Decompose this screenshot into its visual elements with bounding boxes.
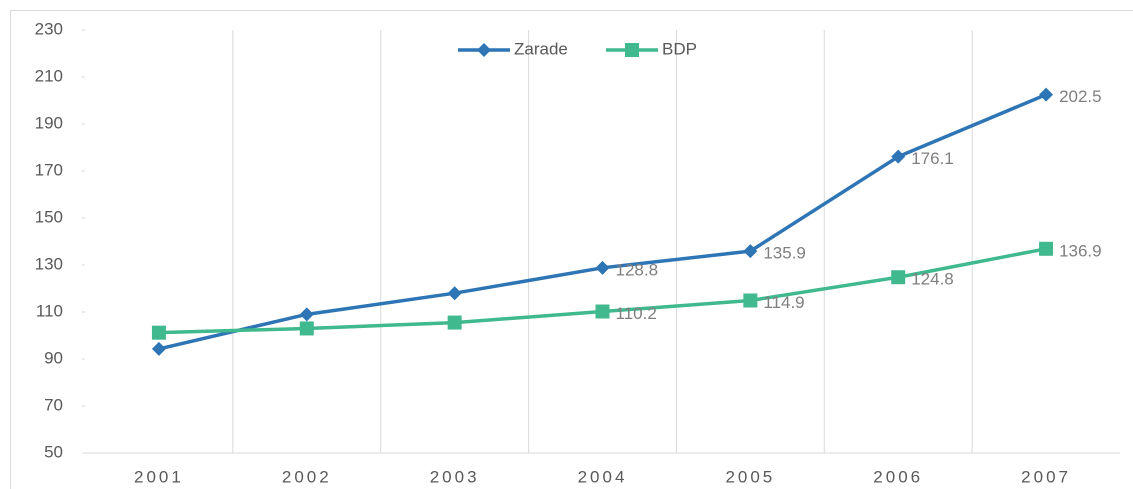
x-tick-label: 2007 — [1021, 467, 1071, 486]
marker — [595, 304, 610, 319]
y-tick-label: 150 — [35, 207, 63, 226]
data-label: 135.9 — [763, 244, 806, 263]
y-tick-label: 110 — [36, 301, 63, 320]
marker — [891, 270, 906, 285]
data-label: 136.9 — [1059, 241, 1102, 260]
data-label: 110.2 — [616, 304, 657, 323]
marker — [743, 293, 758, 308]
data-label: 114.9 — [763, 293, 804, 312]
y-tick-label: 90 — [44, 348, 63, 367]
y-tick-label: 170 — [35, 160, 63, 179]
marker — [595, 260, 610, 275]
chart-border — [10, 10, 1133, 489]
marker — [1039, 241, 1054, 256]
marker — [151, 325, 166, 340]
y-tick-label: 230 — [35, 19, 63, 38]
data-label: 176.1 — [911, 149, 954, 168]
marker — [891, 149, 906, 164]
marker — [151, 341, 166, 356]
x-tick-label: 2006 — [873, 467, 923, 486]
y-tick-label: 190 — [35, 113, 63, 132]
y-tick-label: 130 — [35, 254, 63, 273]
data-label: 128.8 — [616, 260, 659, 279]
marker — [447, 315, 462, 330]
data-label: 124.8 — [911, 270, 954, 289]
data-label: 202.5 — [1059, 87, 1102, 106]
x-tick-label: 2002 — [282, 467, 332, 486]
y-tick-label: 210 — [35, 66, 63, 85]
y-tick-label: 70 — [44, 395, 63, 414]
x-tick-label: 2004 — [578, 467, 628, 486]
legend-label: BDP — [662, 39, 697, 58]
y-tick-label: 50 — [44, 442, 63, 461]
marker — [1039, 87, 1054, 102]
marker — [477, 43, 491, 57]
x-tick-label: 2005 — [725, 467, 775, 486]
marker — [625, 43, 639, 57]
x-tick-label: 2001 — [134, 467, 184, 486]
marker — [743, 244, 758, 259]
x-tick-label: 2003 — [430, 467, 480, 486]
marker — [299, 321, 314, 336]
marker — [447, 286, 462, 301]
marker — [299, 307, 314, 322]
legend-label: Zarade — [514, 39, 568, 58]
